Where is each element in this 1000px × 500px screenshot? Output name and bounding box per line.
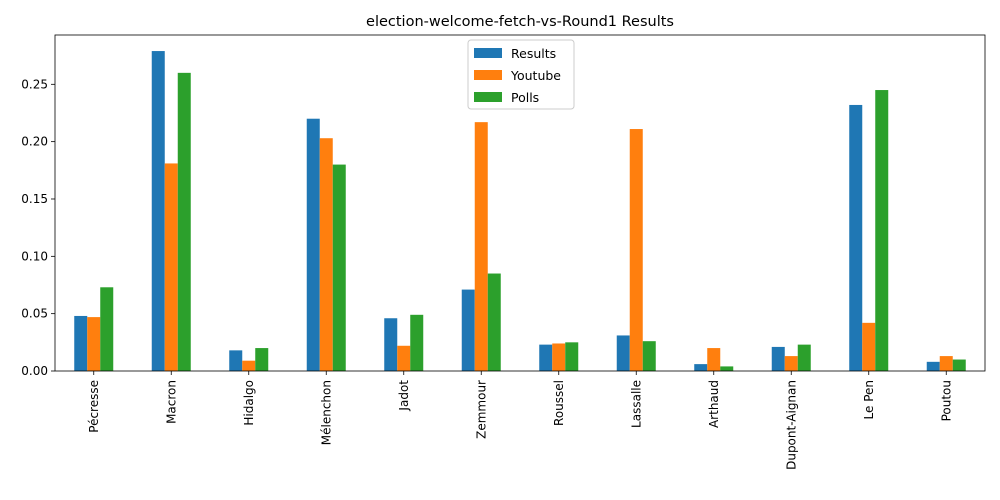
bar-results-5 bbox=[461, 289, 475, 371]
bar-youtube-1 bbox=[164, 163, 178, 371]
bar-youtube-2 bbox=[242, 360, 256, 371]
bar-polls-2 bbox=[255, 348, 269, 371]
legend-swatch-youtube bbox=[474, 70, 502, 80]
bar-polls-1 bbox=[177, 72, 191, 371]
bar-results-6 bbox=[539, 344, 553, 371]
legend: Results Youtube Polls bbox=[467, 39, 575, 110]
x-tick-label: Dupont-Aignan bbox=[784, 380, 798, 470]
bar-results-7 bbox=[616, 335, 630, 371]
bar-youtube-7 bbox=[629, 129, 643, 371]
bar-results-4 bbox=[384, 318, 398, 371]
x-tick-label: Pécresse bbox=[87, 380, 101, 433]
y-tick-label: 0.05 bbox=[21, 307, 48, 321]
bar-results-3 bbox=[306, 118, 320, 371]
bar-youtube-0 bbox=[87, 317, 101, 371]
bar-polls-7 bbox=[642, 341, 656, 371]
bar-youtube-4 bbox=[397, 345, 411, 371]
legend-label-youtube: Youtube bbox=[510, 68, 561, 83]
bar-polls-5 bbox=[487, 273, 501, 371]
bar-results-11 bbox=[926, 361, 940, 371]
bars-group bbox=[74, 51, 966, 372]
bar-results-0 bbox=[74, 315, 88, 371]
bar-youtube-11 bbox=[939, 356, 953, 371]
bar-polls-8 bbox=[720, 366, 734, 371]
y-tick-label: 0.15 bbox=[21, 192, 48, 206]
bar-polls-4 bbox=[410, 314, 424, 371]
y-axis: 0.00 0.05 0.10 0.15 0.20 0.25 bbox=[21, 77, 55, 378]
plot-frame bbox=[54, 34, 986, 372]
x-tick-label: Lassalle bbox=[629, 380, 643, 428]
bar-polls-3 bbox=[332, 164, 346, 371]
bar-polls-6 bbox=[565, 342, 579, 371]
x-tick-label: Poutou bbox=[939, 380, 953, 421]
x-tick-label: Mélenchon bbox=[319, 380, 333, 445]
x-axis: Pécresse Macron Hidalgo Mélenchon Jadot Zemmo… bbox=[87, 371, 953, 470]
bar-polls-0 bbox=[100, 287, 114, 371]
legend-label-results: Results bbox=[511, 46, 556, 61]
bar-polls-11 bbox=[952, 359, 966, 371]
bar-youtube-8 bbox=[707, 348, 721, 371]
y-tick-label: 0.10 bbox=[21, 249, 48, 263]
bar-results-8 bbox=[694, 364, 708, 371]
bar-polls-9 bbox=[797, 344, 811, 371]
y-tick-label: 0.20 bbox=[21, 135, 48, 149]
bar-youtube-5 bbox=[474, 122, 488, 371]
x-tick-label: Le Pen bbox=[862, 380, 876, 419]
legend-swatch-polls bbox=[474, 92, 502, 102]
legend-swatch-results bbox=[474, 48, 502, 58]
y-tick-label: 0.25 bbox=[21, 77, 48, 91]
y-tick-label: 0.00 bbox=[21, 364, 48, 378]
chart-title: election-welcome-fetch-vs-Round1 Results bbox=[366, 14, 674, 30]
bar-results-10 bbox=[849, 104, 863, 372]
bar-youtube-6 bbox=[552, 343, 566, 371]
legend-label-polls: Polls bbox=[511, 90, 539, 105]
bar-results-2 bbox=[229, 350, 243, 371]
bar-results-1 bbox=[151, 51, 165, 372]
x-tick-label: Zemmour bbox=[474, 380, 488, 439]
x-tick-label: Roussel bbox=[552, 380, 566, 426]
x-tick-label: Arthaud bbox=[707, 380, 721, 428]
bar-youtube-3 bbox=[319, 138, 333, 371]
bar-youtube-10 bbox=[862, 322, 876, 371]
x-tick-label: Jadot bbox=[397, 380, 411, 412]
x-tick-label: Macron bbox=[164, 380, 178, 424]
bar-youtube-9 bbox=[784, 356, 798, 371]
bar-polls-10 bbox=[875, 90, 889, 371]
bar-results-9 bbox=[771, 346, 785, 371]
x-tick-label: Hidalgo bbox=[242, 380, 256, 426]
